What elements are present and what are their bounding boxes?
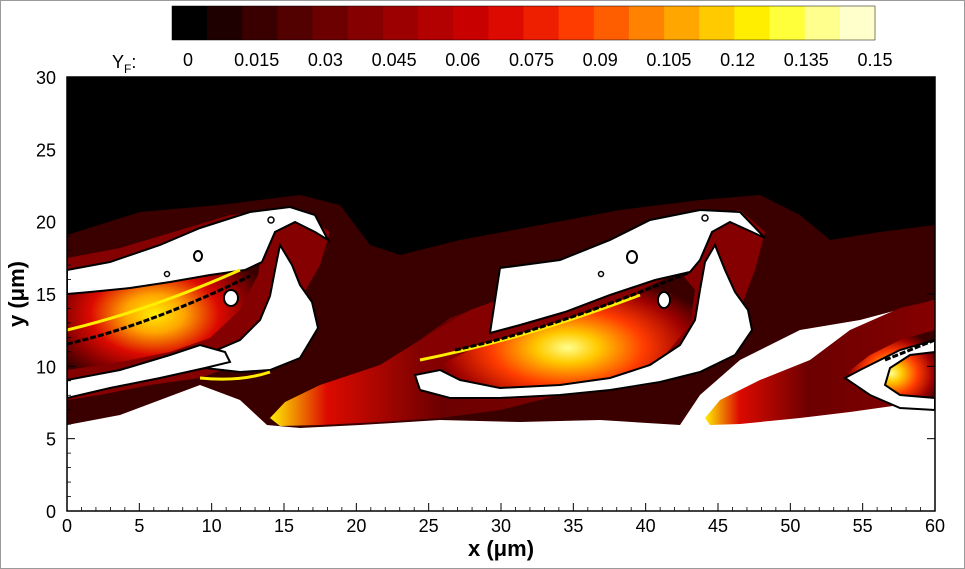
y-axis-ticks: 0 5 10 15 20 25 30 bbox=[36, 68, 935, 522]
x-tick-label: 20 bbox=[346, 516, 366, 536]
x-tick-label: 5 bbox=[134, 516, 144, 536]
bubble bbox=[267, 216, 275, 224]
colorbar-tick-label: 0.15 bbox=[857, 50, 892, 70]
y-tick-label: 10 bbox=[36, 357, 56, 377]
bubble bbox=[701, 214, 709, 222]
entrained-lobe-3 bbox=[843, 338, 935, 412]
colorbar-swatch bbox=[769, 6, 806, 40]
colorbar-swatch bbox=[277, 6, 314, 40]
colorbar-swatch bbox=[593, 6, 630, 40]
x-axis-title-suffix: ) bbox=[527, 536, 534, 561]
colorbar-variable-subscript: F bbox=[124, 62, 131, 76]
x-tick-label: 25 bbox=[419, 516, 439, 536]
x-axis-title-unit: μm bbox=[494, 536, 527, 561]
colorbar-swatch bbox=[664, 6, 700, 40]
colorbar-tick-label: 0.015 bbox=[234, 50, 279, 70]
stoichiometric-contour bbox=[67, 270, 691, 352]
entrained-lobe-1c bbox=[67, 343, 232, 400]
x-axis-title: x (μm) bbox=[468, 536, 534, 561]
colorbar-swatch bbox=[558, 6, 595, 40]
bubble bbox=[626, 250, 638, 264]
colorbar-swatch bbox=[699, 6, 735, 40]
colorbar-swatch bbox=[382, 6, 419, 40]
colorbar-swatch bbox=[804, 6, 841, 40]
x-tick-label: 50 bbox=[780, 516, 800, 536]
colorbar-swatch bbox=[523, 6, 560, 40]
y-tick-label: 15 bbox=[36, 285, 56, 305]
y-tick-label: 0 bbox=[46, 502, 56, 522]
y-axis-title-prefix: y ( bbox=[4, 301, 29, 327]
colorbar-swatch bbox=[347, 6, 384, 40]
colorbar-swatch bbox=[172, 6, 208, 40]
x-tick-label: 0 bbox=[62, 516, 72, 536]
bubble bbox=[163, 270, 171, 278]
colorbar-tick-label: 0.135 bbox=[784, 50, 829, 70]
colorbar-tick-labels: 0 0.015 0.03 0.045 0.06 0.075 0.09 0.105 0.12 0.1… bbox=[183, 50, 893, 70]
colorbar-tick-label: 0.075 bbox=[509, 50, 554, 70]
x-tick-label: 30 bbox=[491, 516, 511, 536]
x-tick-label: 10 bbox=[202, 516, 222, 536]
y-tick-label: 25 bbox=[36, 140, 56, 160]
x-tick-label: 35 bbox=[563, 516, 583, 536]
bubble bbox=[223, 289, 239, 307]
x-axis-ticks: 0 5 10 15 20 25 30 35 40 45 50 55 60 bbox=[62, 77, 945, 536]
roller-2-core bbox=[440, 272, 695, 398]
colorbar-tick-label: 0.06 bbox=[445, 50, 480, 70]
colorbar-tick-label: 0.105 bbox=[646, 50, 691, 70]
colorbar-tick-label: 0.045 bbox=[372, 50, 417, 70]
entrained-lobe-2a bbox=[488, 208, 766, 335]
plot-area bbox=[67, 77, 935, 511]
colorbar-swatch bbox=[628, 6, 665, 40]
entrained-lobe-2b bbox=[413, 242, 754, 399]
x-tick-label: 45 bbox=[708, 516, 728, 536]
bubble bbox=[657, 291, 671, 309]
colorbar-swatch bbox=[418, 6, 454, 40]
bubble bbox=[597, 270, 605, 278]
y-tick-label: 5 bbox=[46, 430, 56, 450]
colorbar-swatch bbox=[207, 6, 243, 40]
colorbar-swatch bbox=[839, 6, 876, 40]
colorbar-tick-label: 0 bbox=[183, 50, 193, 70]
y-axis-title: y (μm) bbox=[4, 261, 29, 327]
y-axis-title-unit: μm bbox=[4, 268, 29, 301]
x-axis-title-prefix: x ( bbox=[468, 536, 494, 561]
x-tick-label: 60 bbox=[925, 516, 945, 536]
colorbar-tick-label: 0.03 bbox=[308, 50, 343, 70]
colorbar-variable-symbol: Y bbox=[112, 52, 124, 72]
x-tick-label: 55 bbox=[853, 516, 873, 536]
colorbar-swatch bbox=[453, 6, 489, 40]
x-tick-label: 40 bbox=[636, 516, 656, 536]
colorbar-swatch bbox=[734, 6, 771, 40]
colorbar-swatch bbox=[312, 6, 349, 40]
colorbar-variable-label: YF: bbox=[112, 52, 136, 76]
y-tick-label: 30 bbox=[36, 68, 56, 88]
colorbar-swatch bbox=[488, 6, 524, 40]
y-axis-title-suffix: ) bbox=[4, 261, 29, 268]
x-tick-label: 15 bbox=[274, 516, 294, 536]
y-tick-label: 20 bbox=[36, 213, 56, 233]
colorbar-border bbox=[171, 5, 876, 41]
stoichiometric-contour bbox=[884, 338, 935, 362]
colorbar-tick-label: 0.09 bbox=[583, 50, 618, 70]
bubble bbox=[193, 250, 203, 262]
colorbar-tick-label: 0.12 bbox=[720, 50, 755, 70]
colorbar-variable-suffix: : bbox=[131, 52, 136, 72]
roller-1-core bbox=[67, 245, 262, 370]
colorbar-swatch bbox=[242, 6, 278, 40]
colorbar bbox=[171, 5, 876, 41]
reaction-front bbox=[67, 268, 641, 381]
